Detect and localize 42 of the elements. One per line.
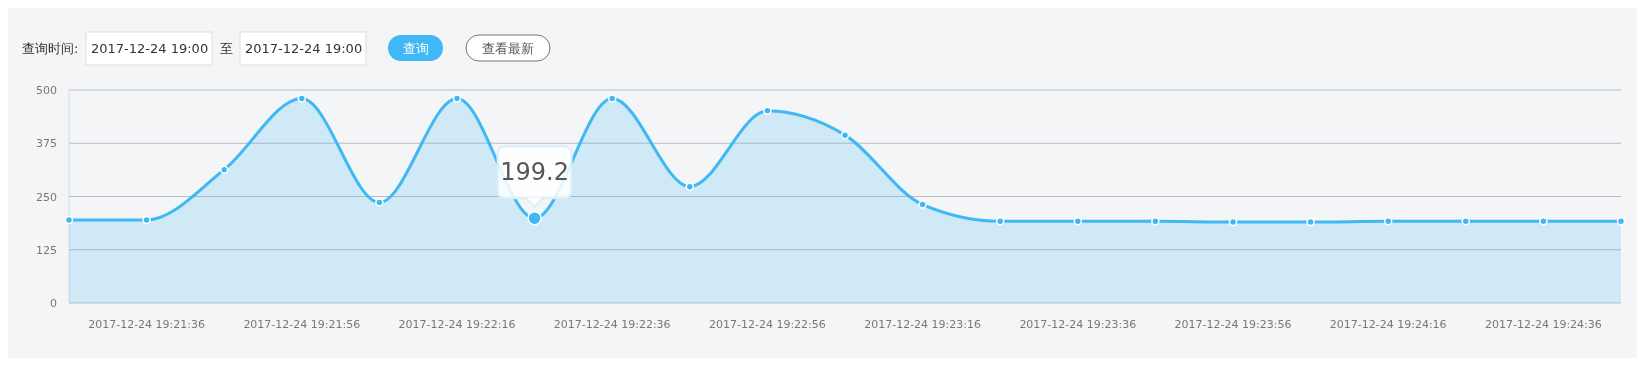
x-tick-label: 2017-12-24 19:23:16 xyxy=(864,318,982,331)
x-tick-label: 2017-12-24 19:21:56 xyxy=(243,318,361,331)
text: 查询时间: xyxy=(22,41,79,56)
y-tick-label: 375 xyxy=(36,137,57,151)
point xyxy=(1616,216,1626,226)
y-tick-label: 500 xyxy=(36,84,57,97)
x-tick-label: 2017-12-24 19:22:36 xyxy=(553,318,671,331)
x-tick-label: 2017-12-24 19:21:36 xyxy=(88,318,206,331)
y-tick-label: 250 xyxy=(36,190,57,204)
text: 2017-12-24 19:00 xyxy=(91,41,209,56)
point xyxy=(297,94,307,103)
x-tick-label: 2017-12-24 19:24:16 xyxy=(1329,318,1447,331)
point xyxy=(685,182,695,191)
point xyxy=(142,215,151,225)
y-tick-label: 0 xyxy=(50,297,57,310)
point xyxy=(1383,216,1393,226)
text: 2017-12-24 19:00 xyxy=(245,41,363,56)
text: 至 xyxy=(220,41,233,56)
data-label: 199.2 xyxy=(500,158,569,187)
x-tick-label: 2017-12-24 19:23:36 xyxy=(1019,318,1137,331)
y-tick-label: 125 xyxy=(36,243,57,257)
point xyxy=(1306,217,1315,227)
point xyxy=(995,216,1005,226)
point xyxy=(1228,217,1238,227)
text: 查看最新 xyxy=(482,41,534,56)
point xyxy=(375,198,384,207)
point xyxy=(763,106,772,116)
point xyxy=(64,215,74,225)
x-tick-label: 2017-12-24 19:22:16 xyxy=(398,318,516,331)
point xyxy=(918,200,927,209)
point xyxy=(452,94,462,103)
point xyxy=(1461,216,1471,226)
point xyxy=(219,165,229,174)
point xyxy=(1151,216,1160,226)
point xyxy=(1539,216,1548,226)
point xyxy=(607,94,617,103)
text: 查询 xyxy=(402,41,429,56)
x-tick-label: 2017-12-24 19:22:56 xyxy=(708,318,826,331)
point xyxy=(840,130,850,140)
x-tick-label: 2017-12-24 19:24:36 xyxy=(1484,318,1602,331)
x-tick-label: 2017-12-24 19:23:56 xyxy=(1174,318,1292,331)
point xyxy=(1073,216,1083,226)
